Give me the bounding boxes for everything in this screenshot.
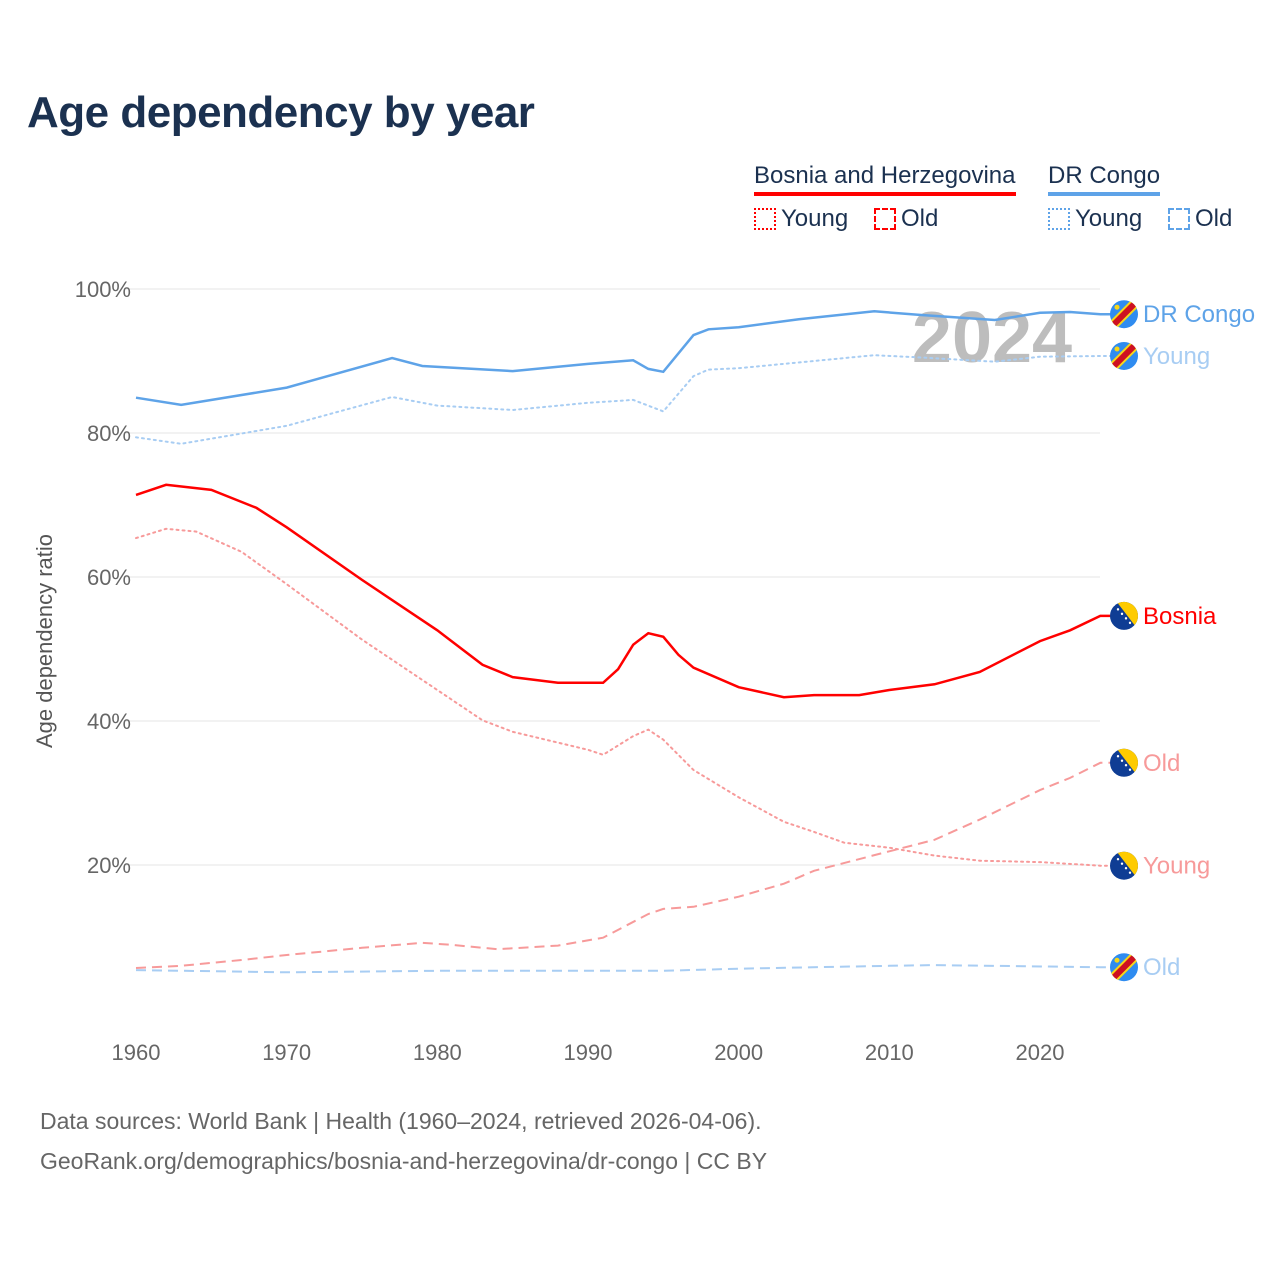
x-tick-label: 2010 xyxy=(865,1040,914,1065)
legend-group-bosnia[interactable]: Bosnia and Herzegovina xyxy=(754,162,1016,196)
end-label: Young xyxy=(1143,853,1210,880)
legend-drcongo-young[interactable]: Young xyxy=(1048,205,1142,233)
series-line-bosnia-young[interactable] xyxy=(135,527,1114,867)
dotted-swatch-icon xyxy=(754,208,776,230)
bosnia-flag-icon xyxy=(1110,601,1138,630)
y-tick-label: 60% xyxy=(87,565,131,590)
series-line-dr-congo[interactable] xyxy=(135,310,1113,407)
legend-label: Old xyxy=(1195,205,1233,232)
dr-congo-flag-icon xyxy=(1110,953,1138,982)
footer-link[interactable]: GeoRank.org/demographics/bosnia-and-herz… xyxy=(40,1148,768,1174)
series-line-dr-congo-old[interactable] xyxy=(135,964,1113,974)
legend-group-drcongo[interactable]: DR Congo xyxy=(1048,162,1161,196)
x-tick-label: 2000 xyxy=(714,1040,763,1065)
series-line-bosnia-old[interactable] xyxy=(135,761,1113,969)
legend-label: Old xyxy=(901,205,939,232)
legend-bosnia-old[interactable]: Old xyxy=(874,205,938,233)
legend-label: Young xyxy=(781,205,849,232)
y-axis-label: Age dependency ratio xyxy=(32,534,57,748)
y-tick-label: 100% xyxy=(75,277,131,302)
y-tick-label: 40% xyxy=(87,709,131,734)
y-tick-label: 80% xyxy=(87,421,131,446)
legend-label: Young xyxy=(1075,205,1143,232)
bosnia-flag-icon xyxy=(1110,851,1138,880)
dr-congo-flag-icon xyxy=(1110,341,1138,370)
x-tick-label: 1980 xyxy=(413,1040,462,1065)
end-label: Old xyxy=(1143,954,1180,981)
end-label: Old xyxy=(1143,750,1180,777)
footer-sources: Data sources: World Bank | Health (1960–… xyxy=(40,1108,762,1134)
y-tick-label: 20% xyxy=(87,853,131,878)
x-tick-label: 1970 xyxy=(262,1040,311,1065)
legend-drcongo-old[interactable]: Old xyxy=(1168,205,1232,233)
x-tick-label: 2020 xyxy=(1016,1040,1065,1065)
dashed-swatch-icon xyxy=(874,208,896,230)
series-line-bosnia[interactable] xyxy=(135,483,1113,699)
end-label: Young xyxy=(1143,343,1210,370)
x-tick-label: 1960 xyxy=(112,1040,161,1065)
end-label: Bosnia xyxy=(1143,603,1217,630)
end-label: DR Congo xyxy=(1143,301,1255,328)
x-tick-label: 1990 xyxy=(564,1040,613,1065)
bosnia-flag-icon xyxy=(1110,748,1138,777)
year-watermark: 2024 xyxy=(912,298,1072,378)
dotted-swatch-icon xyxy=(1048,208,1070,230)
legend-bosnia-young[interactable]: Young xyxy=(754,205,848,233)
dashed-swatch-icon xyxy=(1168,208,1190,230)
dr-congo-flag-icon xyxy=(1110,300,1138,329)
chart-title: Age dependency by year xyxy=(27,88,535,137)
series-line-dr-congo-young[interactable] xyxy=(135,354,1114,445)
